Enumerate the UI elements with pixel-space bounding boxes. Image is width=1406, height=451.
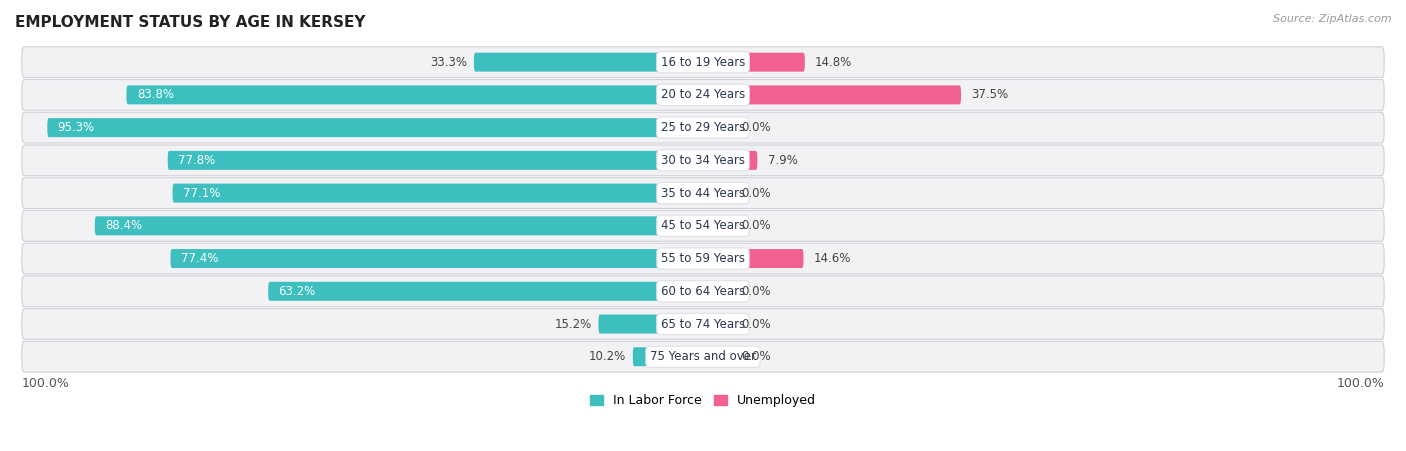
FancyBboxPatch shape: [127, 85, 703, 104]
Text: 0.0%: 0.0%: [741, 318, 770, 331]
FancyBboxPatch shape: [22, 47, 1384, 78]
Text: 75 Years and over: 75 Years and over: [650, 350, 756, 363]
Text: 45 to 54 Years: 45 to 54 Years: [661, 219, 745, 232]
FancyBboxPatch shape: [703, 85, 960, 104]
FancyBboxPatch shape: [22, 79, 1384, 110]
Text: 83.8%: 83.8%: [136, 88, 174, 101]
Text: 14.6%: 14.6%: [814, 252, 851, 265]
FancyBboxPatch shape: [22, 178, 1384, 208]
FancyBboxPatch shape: [703, 53, 804, 72]
FancyBboxPatch shape: [703, 151, 758, 170]
FancyBboxPatch shape: [22, 308, 1384, 340]
FancyBboxPatch shape: [22, 211, 1384, 241]
Text: 14.8%: 14.8%: [815, 55, 852, 69]
FancyBboxPatch shape: [703, 216, 734, 235]
Text: EMPLOYMENT STATUS BY AGE IN KERSEY: EMPLOYMENT STATUS BY AGE IN KERSEY: [15, 15, 366, 30]
Text: 10.2%: 10.2%: [589, 350, 626, 363]
Text: 88.4%: 88.4%: [105, 219, 142, 232]
Text: 16 to 19 Years: 16 to 19 Years: [661, 55, 745, 69]
Text: 0.0%: 0.0%: [741, 219, 770, 232]
FancyBboxPatch shape: [22, 145, 1384, 176]
Text: 0.0%: 0.0%: [741, 350, 770, 363]
FancyBboxPatch shape: [22, 243, 1384, 274]
Text: 35 to 44 Years: 35 to 44 Years: [661, 187, 745, 200]
Text: 65 to 74 Years: 65 to 74 Years: [661, 318, 745, 331]
FancyBboxPatch shape: [22, 341, 1384, 372]
FancyBboxPatch shape: [94, 216, 703, 235]
Text: 33.3%: 33.3%: [430, 55, 467, 69]
Text: 95.3%: 95.3%: [58, 121, 94, 134]
FancyBboxPatch shape: [703, 282, 734, 301]
FancyBboxPatch shape: [633, 347, 703, 366]
FancyBboxPatch shape: [22, 276, 1384, 307]
Text: Source: ZipAtlas.com: Source: ZipAtlas.com: [1274, 14, 1392, 23]
FancyBboxPatch shape: [48, 118, 703, 137]
Text: 77.1%: 77.1%: [183, 187, 221, 200]
Text: 63.2%: 63.2%: [278, 285, 316, 298]
Text: 0.0%: 0.0%: [741, 285, 770, 298]
FancyBboxPatch shape: [599, 314, 703, 333]
Text: 55 to 59 Years: 55 to 59 Years: [661, 252, 745, 265]
FancyBboxPatch shape: [269, 282, 703, 301]
FancyBboxPatch shape: [170, 249, 703, 268]
Legend: In Labor Force, Unemployed: In Labor Force, Unemployed: [585, 389, 821, 412]
Text: 77.4%: 77.4%: [181, 252, 218, 265]
Text: 25 to 29 Years: 25 to 29 Years: [661, 121, 745, 134]
FancyBboxPatch shape: [22, 112, 1384, 143]
FancyBboxPatch shape: [474, 53, 703, 72]
Text: 20 to 24 Years: 20 to 24 Years: [661, 88, 745, 101]
Text: 0.0%: 0.0%: [741, 121, 770, 134]
Text: 7.9%: 7.9%: [768, 154, 797, 167]
Text: 0.0%: 0.0%: [741, 187, 770, 200]
Text: 60 to 64 Years: 60 to 64 Years: [661, 285, 745, 298]
Text: 30 to 34 Years: 30 to 34 Years: [661, 154, 745, 167]
FancyBboxPatch shape: [173, 184, 703, 202]
FancyBboxPatch shape: [703, 184, 734, 202]
Text: 37.5%: 37.5%: [972, 88, 1008, 101]
Text: 100.0%: 100.0%: [22, 377, 70, 390]
FancyBboxPatch shape: [703, 249, 803, 268]
FancyBboxPatch shape: [703, 118, 734, 137]
FancyBboxPatch shape: [167, 151, 703, 170]
FancyBboxPatch shape: [703, 347, 734, 366]
FancyBboxPatch shape: [703, 314, 734, 333]
Text: 77.8%: 77.8%: [179, 154, 215, 167]
Text: 15.2%: 15.2%: [554, 318, 592, 331]
Text: 100.0%: 100.0%: [1336, 377, 1384, 390]
